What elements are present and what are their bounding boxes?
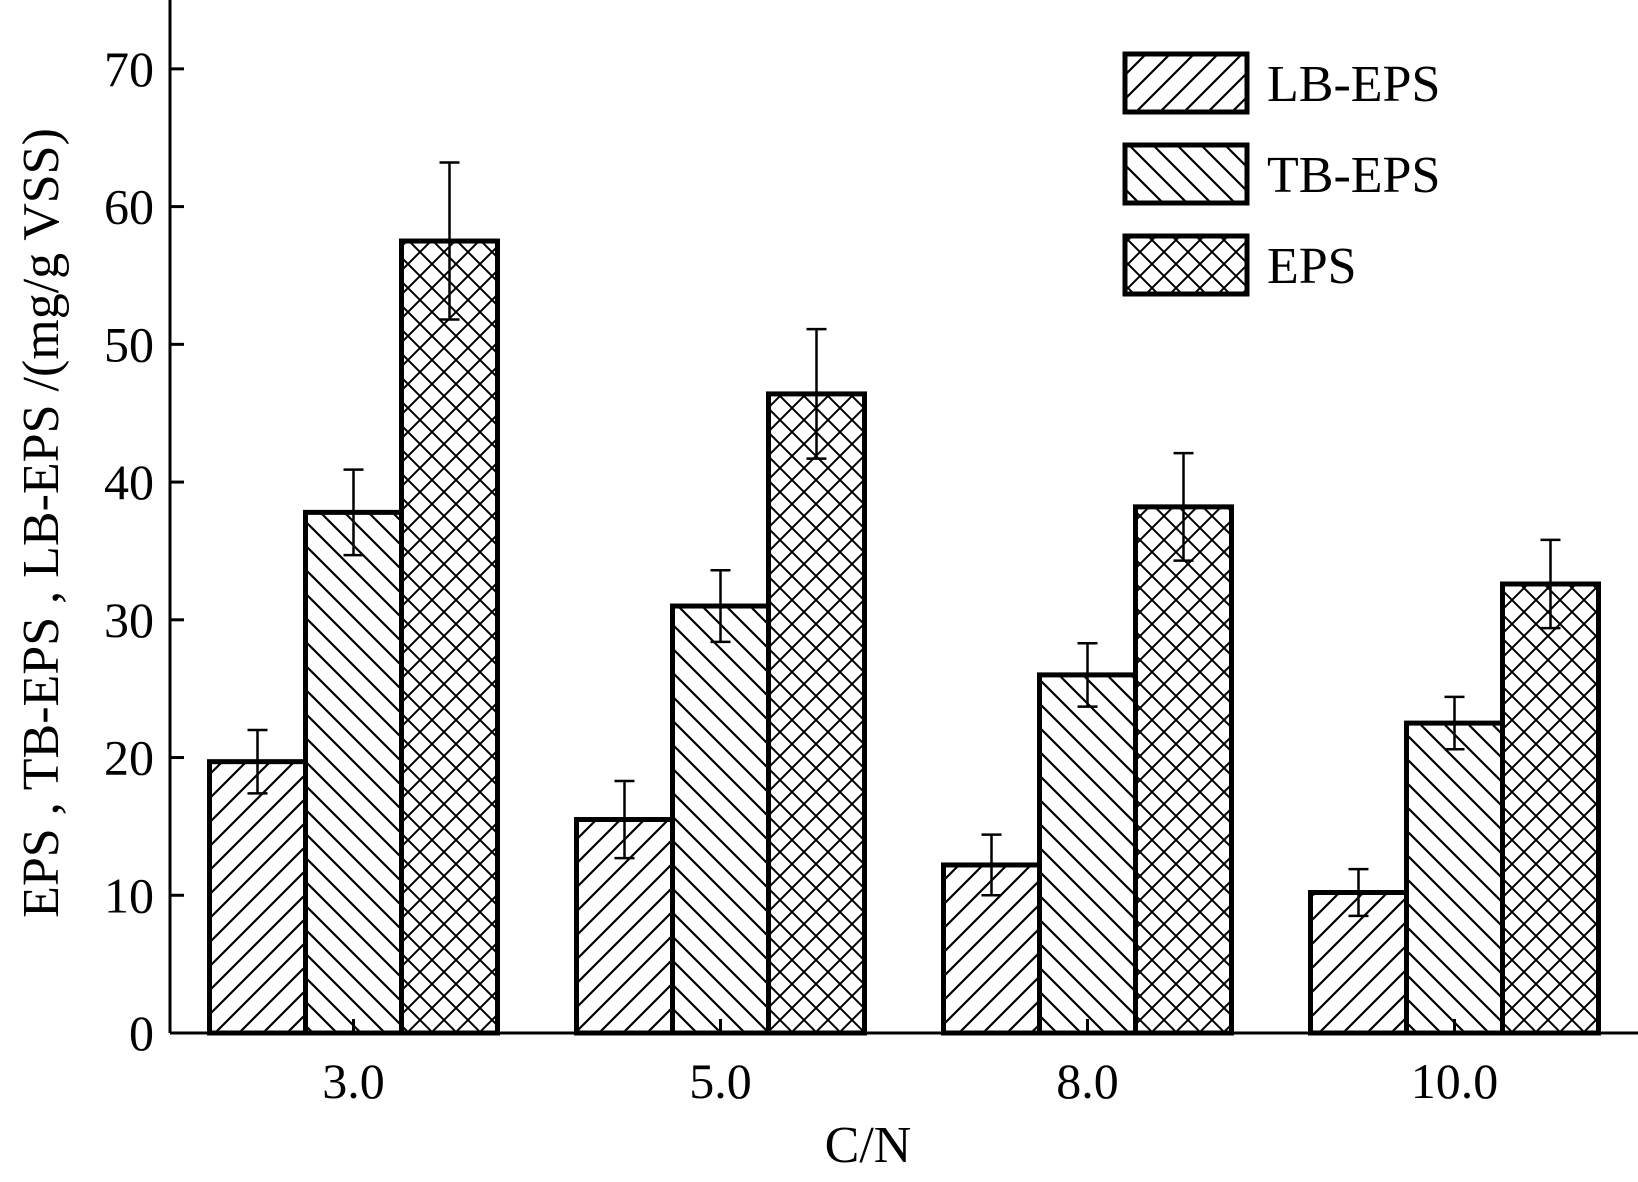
bar-eps-5_0: [766, 391, 867, 1036]
legend-swatch-eps: [1122, 233, 1250, 297]
legend-label-lb-eps: LB-EPS: [1267, 56, 1440, 113]
y-axis-title: EPS , TB-EPS , LB-EPS /(mg/g VSS): [13, 128, 70, 918]
legend: LB-EPS TB-EPS EPS: [1122, 51, 1440, 297]
bar-tb-eps-8_0: [1037, 672, 1138, 1036]
y-tick-label: 50: [104, 316, 154, 372]
y-tick-label: 10: [104, 867, 154, 923]
y-tick-label: 30: [104, 592, 154, 648]
bar-lb-eps-3_0: [207, 759, 308, 1036]
bars-layer: [207, 238, 1601, 1036]
y-ticks-layer: 0 10 20 30 40 50 60 70: [104, 41, 184, 1061]
bar-tb-eps-3_0: [303, 509, 404, 1036]
legend-label-tb-eps: TB-EPS: [1267, 147, 1440, 204]
bar-tb-eps-5_0: [670, 603, 771, 1036]
bar-tb-eps-10_0: [1404, 720, 1505, 1036]
legend-swatch-tb-eps: [1122, 142, 1250, 206]
y-tick-label: 20: [104, 730, 154, 786]
x-axis-title: C/N: [825, 1117, 912, 1174]
y-tick-label: 0: [129, 1005, 154, 1061]
x-tick-label: 3.0: [322, 1053, 385, 1109]
x-tick-label: 5.0: [689, 1053, 752, 1109]
y-tick-label: 60: [104, 179, 154, 235]
x-tick-label: 10.0: [1411, 1053, 1499, 1109]
legend-label-eps: EPS: [1267, 238, 1357, 295]
bar-eps-3_0: [399, 238, 500, 1036]
bar-eps-10_0: [1500, 581, 1601, 1036]
y-tick-label: 40: [104, 454, 154, 510]
x-tick-label: 8.0: [1056, 1053, 1119, 1109]
bar-eps-8_0: [1133, 504, 1234, 1036]
error-bars-layer: [247, 161, 1561, 918]
x-ticks-layer: 3.0 5.0 8.0 10.0: [322, 1019, 1498, 1109]
legend-swatch-lb-eps: [1122, 51, 1250, 115]
y-tick-label: 70: [104, 41, 154, 97]
